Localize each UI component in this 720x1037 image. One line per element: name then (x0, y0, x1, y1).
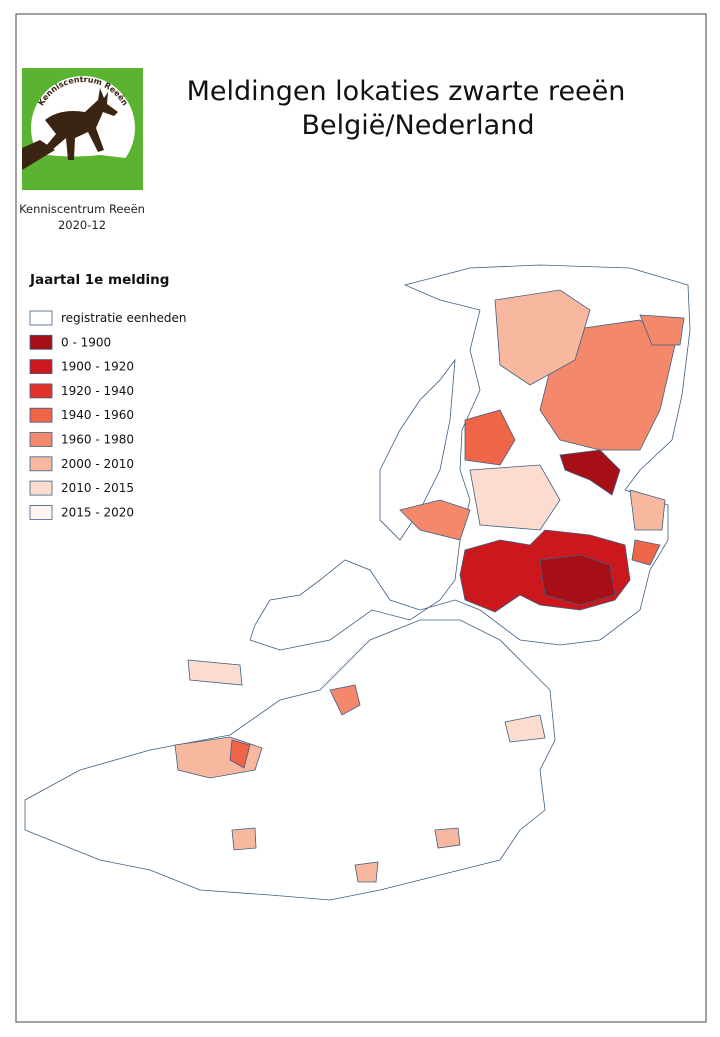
belgium (24, 619, 556, 901)
logo-deer (45, 88, 118, 160)
legend-title: Jaartal 1e melding (29, 272, 169, 288)
legend-swatch (29, 480, 53, 496)
legend-label: 1960 - 1980 (61, 433, 134, 447)
legend-swatch (29, 310, 53, 326)
logo: Kenniscentrum Reeën (22, 68, 143, 190)
title-line-2: België/Nederland (302, 110, 535, 141)
legend-swatch (29, 359, 53, 375)
legend-label: 0 - 1900 (61, 335, 111, 349)
netherlands (249, 264, 691, 651)
legend-label: 2015 - 2020 (61, 505, 134, 519)
legend-label: 1920 - 1940 (61, 384, 134, 398)
legend: registratie eenheden 0 - 1900 1900 - 1920 1… (29, 310, 186, 520)
legend-swatch (29, 504, 53, 520)
legend-swatch (29, 432, 53, 447)
logo-ground-dark (22, 140, 55, 170)
legend-swatch (29, 334, 53, 350)
legend-label: 2010 - 2015 (61, 481, 134, 495)
legend-swatch (29, 407, 53, 423)
organisation: Kenniscentrum Reeën (19, 202, 145, 216)
legend-label: 1900 - 1920 (61, 360, 134, 374)
legend-label: 1940 - 1960 (61, 408, 134, 422)
legend-label: registratie eenheden (61, 311, 186, 325)
legend-label: 2000 - 2010 (61, 457, 134, 471)
title-line-1: Meldingen lokaties zwarte reeën (187, 76, 626, 107)
legend-swatch (29, 383, 53, 399)
logo-ground (22, 150, 143, 190)
date: 2020-12 (58, 218, 106, 232)
legend-swatch (29, 456, 53, 472)
